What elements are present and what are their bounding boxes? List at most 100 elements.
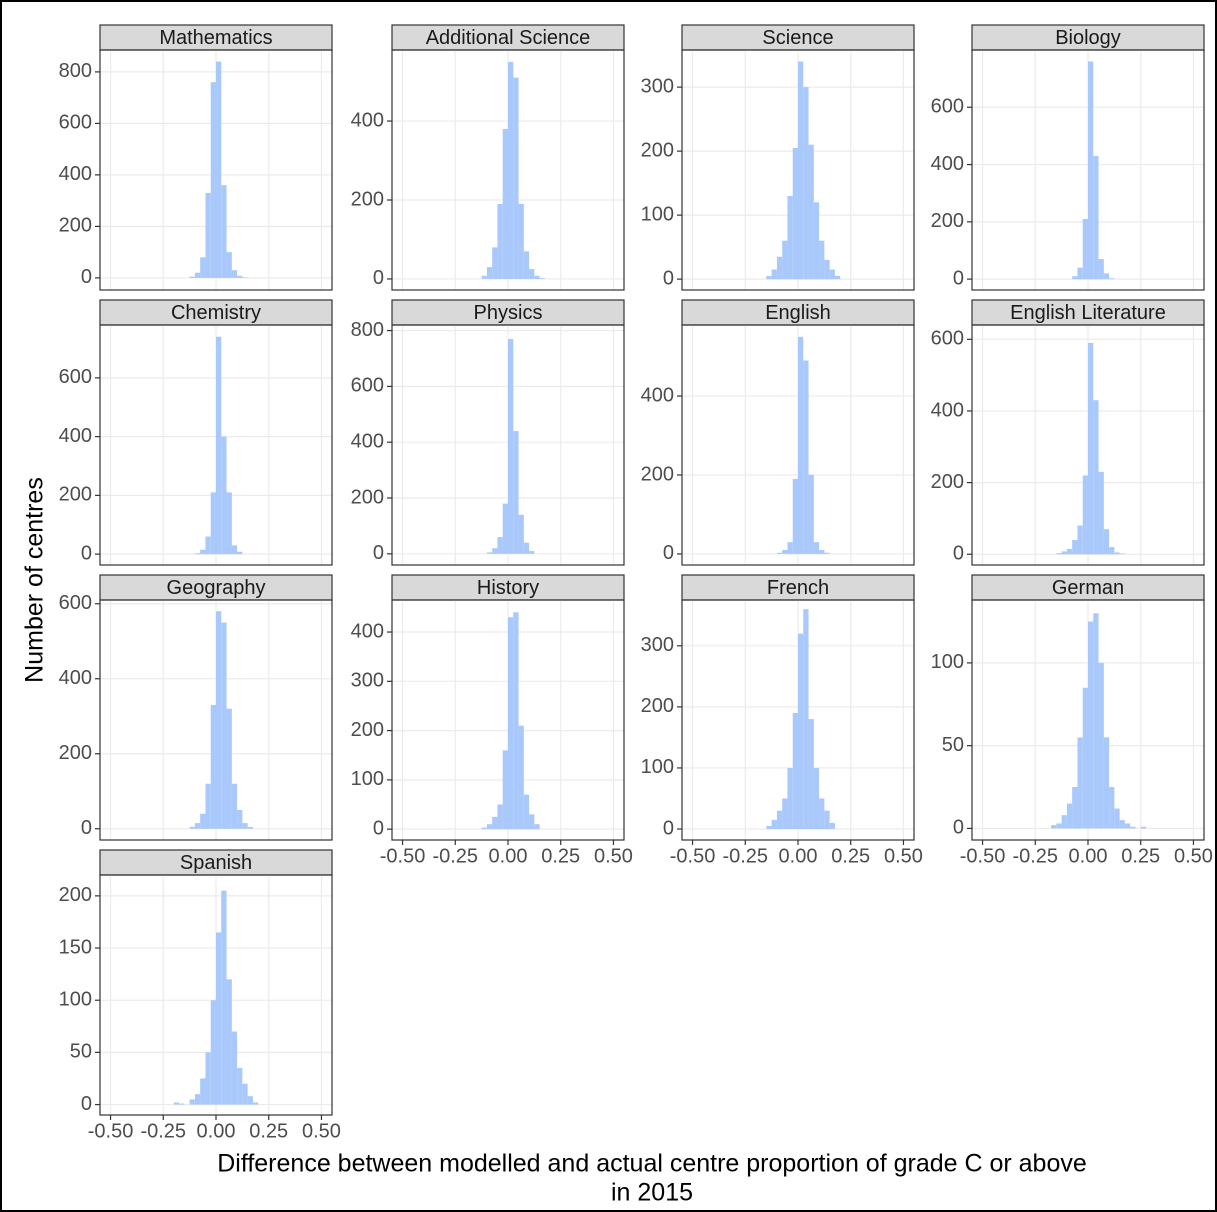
- bar: [1119, 553, 1125, 555]
- bar: [173, 1102, 180, 1105]
- x-tick-label: -0.50: [380, 845, 426, 867]
- bar: [200, 257, 206, 278]
- bar: [194, 272, 201, 278]
- bar: [1066, 548, 1073, 555]
- strip-title: English: [765, 302, 831, 324]
- bar: [813, 202, 820, 280]
- bar: [237, 551, 243, 555]
- bar: [1077, 737, 1083, 829]
- bar: [497, 203, 503, 279]
- x-tick-label: 0.25: [831, 845, 870, 867]
- strip: [99, 24, 333, 51]
- bar: [205, 536, 211, 555]
- y-tick-label: 100: [351, 768, 384, 790]
- strip-title: History: [477, 577, 539, 599]
- strip-title: German: [1052, 577, 1124, 599]
- bar: [513, 431, 519, 554]
- bar: [508, 617, 514, 830]
- y-tick-label: 200: [931, 210, 964, 232]
- x-tick-label: -0.25: [140, 1120, 186, 1142]
- bar: [819, 240, 825, 280]
- panel-border: [681, 324, 915, 566]
- bar: [808, 144, 814, 280]
- bar: [1088, 342, 1094, 555]
- bar: [231, 1031, 238, 1105]
- panel-border: [99, 599, 333, 841]
- bar: [1098, 662, 1104, 829]
- panel-border: [391, 324, 625, 566]
- strip-title: Geography: [167, 577, 266, 599]
- bar: [189, 1099, 195, 1105]
- bar: [539, 278, 545, 279]
- strip: [391, 299, 625, 326]
- bar: [1098, 471, 1104, 555]
- y-tick-label: 200: [351, 188, 384, 210]
- bar: [766, 275, 772, 280]
- bar: [808, 719, 814, 830]
- y-tick-label: 0: [663, 542, 674, 564]
- bar: [1103, 273, 1110, 280]
- x-tick-label: 0.50: [302, 1120, 341, 1142]
- bar: [771, 819, 777, 830]
- bar: [200, 813, 206, 829]
- y-tick-label: 0: [373, 542, 384, 564]
- bar: [231, 270, 238, 278]
- bar: [210, 1000, 216, 1105]
- bar: [502, 503, 508, 554]
- bar: [798, 336, 804, 554]
- y-tick-label: 400: [59, 163, 92, 185]
- bar: [819, 798, 825, 830]
- bar: [798, 61, 804, 280]
- x-tick-label: -0.25: [1012, 845, 1058, 867]
- bar: [1103, 737, 1110, 829]
- bar: [1088, 61, 1094, 280]
- panel-border: [99, 324, 333, 566]
- bar: [242, 277, 248, 278]
- bar: [782, 550, 788, 554]
- bar: [200, 549, 206, 555]
- bar: [210, 492, 216, 555]
- x-tick-label: -0.25: [722, 845, 768, 867]
- y-tick-label: 600: [931, 328, 964, 350]
- x-tick-label: 0.00: [1069, 845, 1108, 867]
- strip-title: Physics: [474, 302, 543, 324]
- bar: [518, 725, 524, 830]
- bar: [486, 552, 493, 554]
- y-tick-label: 0: [953, 543, 964, 565]
- bar: [221, 622, 227, 829]
- y-tick-label: 300: [641, 75, 674, 97]
- bar: [226, 979, 232, 1105]
- x-tick-label: 0.25: [1121, 845, 1160, 867]
- bar: [523, 542, 530, 554]
- bar: [1114, 808, 1120, 829]
- strip: [99, 574, 333, 601]
- x-tick-label: -0.50: [88, 1120, 134, 1142]
- strip-title: Spanish: [180, 852, 252, 874]
- bar: [513, 612, 519, 830]
- bar: [518, 514, 524, 554]
- bar: [508, 61, 514, 279]
- strip-title: Additional Science: [426, 27, 591, 49]
- y-tick-label: 400: [59, 425, 92, 447]
- y-tick-label: 0: [81, 817, 92, 839]
- bar: [237, 810, 243, 829]
- bar: [221, 436, 227, 555]
- y-tick-label: 600: [59, 592, 92, 614]
- y-tick-label: 0: [373, 817, 384, 839]
- bar: [1072, 539, 1078, 555]
- x-tick-label: 0.50: [884, 845, 923, 867]
- bar: [529, 551, 535, 554]
- bar: [189, 826, 195, 829]
- y-tick-label: 400: [641, 384, 674, 406]
- bar: [792, 478, 798, 554]
- bar: [231, 783, 238, 829]
- y-tick-label: 0: [953, 817, 964, 839]
- strip-title: Biology: [1055, 27, 1121, 49]
- y-tick-label: 200: [59, 215, 92, 237]
- strip: [391, 574, 625, 601]
- bar: [226, 492, 232, 555]
- bar: [787, 767, 793, 830]
- y-tick-label: 800: [351, 319, 384, 341]
- bar: [1109, 278, 1115, 280]
- strip: [681, 24, 915, 51]
